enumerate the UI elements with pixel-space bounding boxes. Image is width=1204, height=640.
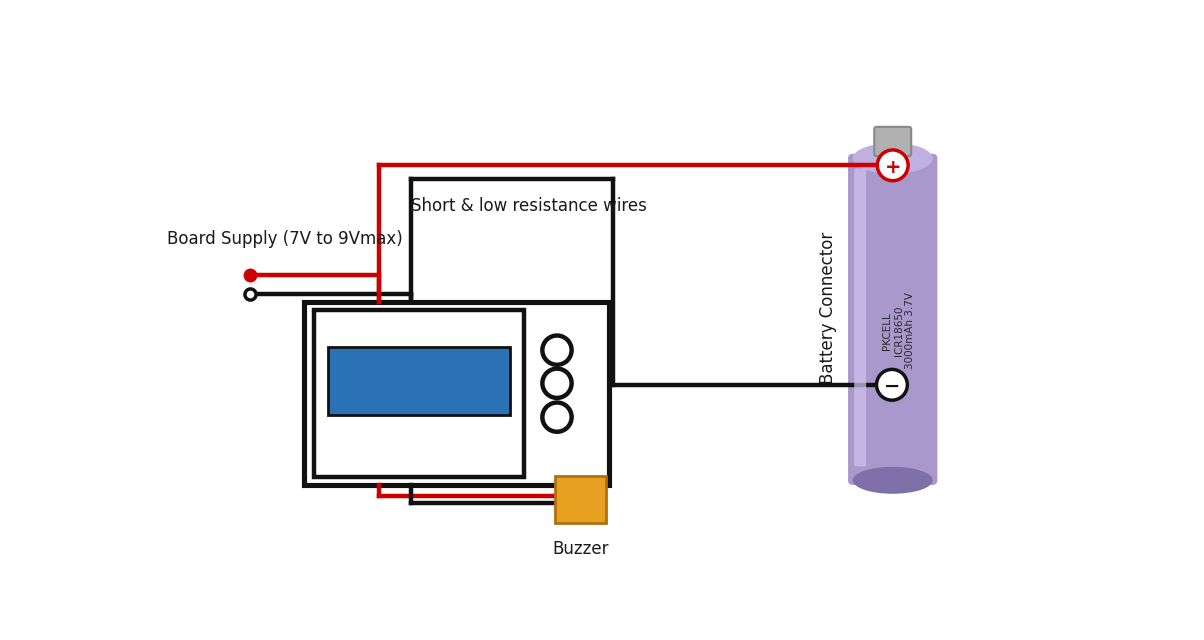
Ellipse shape	[852, 143, 933, 174]
Text: Board Supply (7V to 9Vmax): Board Supply (7V to 9Vmax)	[167, 230, 403, 248]
Text: +: +	[885, 158, 901, 177]
Circle shape	[542, 403, 572, 432]
Ellipse shape	[852, 467, 933, 493]
Text: Short & low resistance wires: Short & low resistance wires	[412, 197, 648, 215]
Text: Battery Connector: Battery Connector	[819, 232, 837, 384]
Circle shape	[542, 369, 572, 398]
Text: −: −	[884, 378, 901, 396]
Circle shape	[878, 150, 908, 180]
FancyBboxPatch shape	[874, 127, 911, 156]
Circle shape	[542, 335, 572, 365]
FancyBboxPatch shape	[314, 310, 524, 477]
FancyBboxPatch shape	[854, 168, 866, 467]
Circle shape	[877, 369, 908, 400]
Text: PKCELL
ICR18650
3000mAh 3.7V: PKCELL ICR18650 3000mAh 3.7V	[883, 292, 915, 369]
FancyBboxPatch shape	[555, 476, 607, 524]
FancyBboxPatch shape	[329, 347, 510, 415]
FancyBboxPatch shape	[303, 303, 609, 485]
Text: Buzzer: Buzzer	[553, 540, 609, 558]
FancyBboxPatch shape	[848, 154, 938, 485]
